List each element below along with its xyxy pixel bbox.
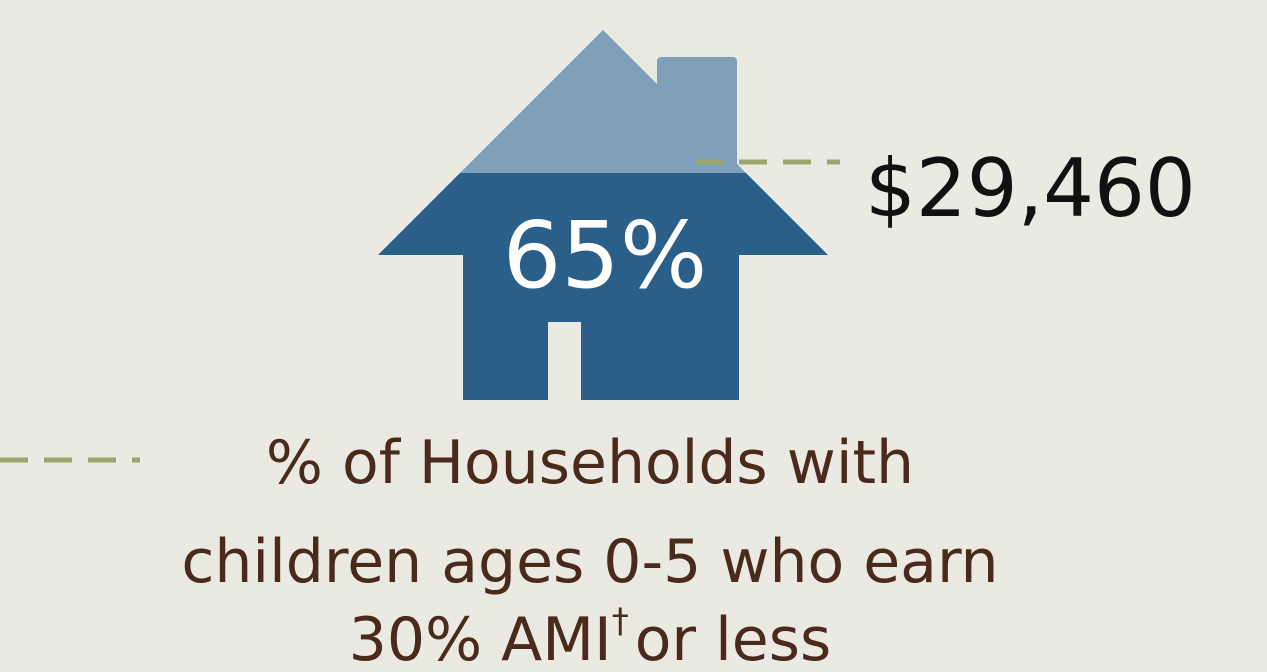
caption-line: 30% AMI† or less xyxy=(349,601,832,672)
roof-bottom xyxy=(378,173,828,255)
house-icon xyxy=(378,30,828,402)
door xyxy=(548,322,581,402)
caption-line: children ages 0-5 who earn xyxy=(181,527,998,597)
caption-text: 30% AMI xyxy=(349,605,612,672)
income-value: $29,460 xyxy=(865,142,1196,235)
house-body xyxy=(463,250,739,400)
caption-line: % of Households with xyxy=(266,428,914,498)
headline-percent: 65% xyxy=(503,202,707,309)
footnote-mark: † xyxy=(612,601,629,641)
chimney xyxy=(657,57,737,173)
caption-text: or less xyxy=(635,605,832,672)
